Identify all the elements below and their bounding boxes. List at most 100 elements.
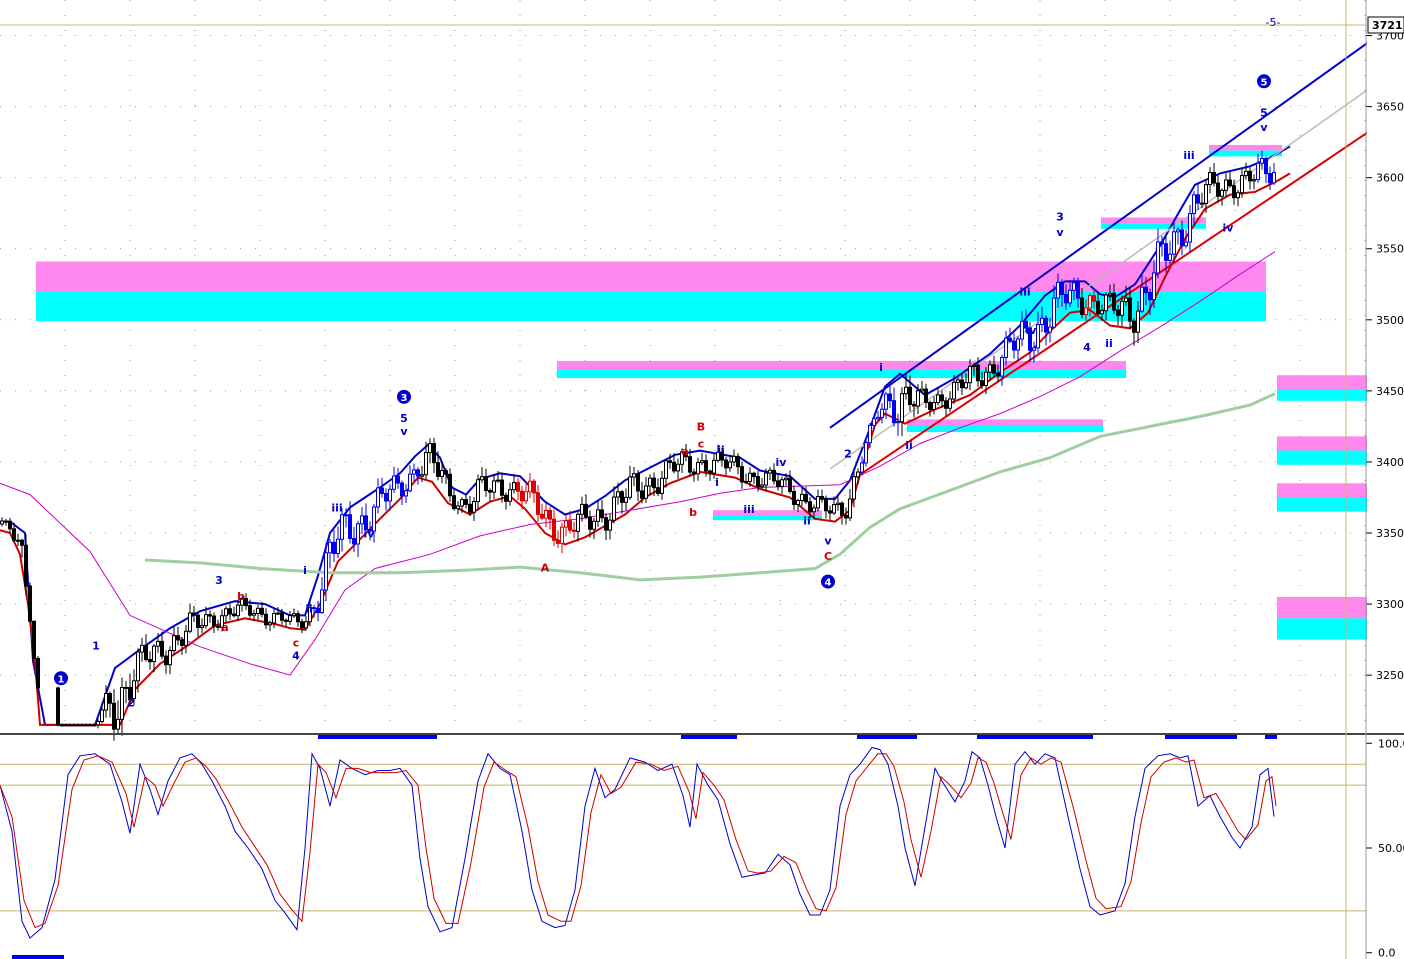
- candle-body: [548, 509, 552, 520]
- candle-body: [1164, 243, 1168, 261]
- candle-body: [1132, 320, 1136, 333]
- candle-body: [456, 505, 460, 510]
- zone-cyan: [713, 515, 822, 521]
- candle-body: [940, 394, 944, 402]
- candle-body: [124, 686, 128, 689]
- candle-body: [628, 476, 632, 498]
- candle-body: [784, 477, 788, 481]
- candle-body: [68, 724, 72, 727]
- candle-body: [1128, 297, 1132, 322]
- candle-body: [1188, 213, 1192, 243]
- candle-body: [1140, 286, 1144, 312]
- candle-body: [304, 621, 308, 629]
- candle-body: [64, 724, 68, 727]
- candle-body: [116, 718, 120, 730]
- wave-label: B: [697, 421, 705, 434]
- candle-body: [308, 607, 312, 623]
- candle-body: [296, 613, 300, 623]
- candle-body: [948, 398, 952, 409]
- candle-body: [588, 516, 592, 530]
- wave-label: iii: [1183, 149, 1194, 162]
- candle-body: [264, 613, 268, 626]
- wave-label: c: [293, 637, 300, 650]
- candle-body: [100, 709, 104, 722]
- candle-body: [184, 630, 188, 646]
- candle-body: [680, 451, 684, 465]
- wave-label: ii: [305, 603, 313, 616]
- candle-body: [1064, 294, 1068, 304]
- wave-label: iv: [1026, 324, 1038, 337]
- candle-body: [328, 541, 332, 554]
- line-long-ma: [144, 392, 1276, 582]
- candle-body: [1032, 347, 1036, 351]
- candle-body: [220, 615, 224, 628]
- candle-body: [472, 501, 476, 513]
- zone-cyan: [1209, 150, 1282, 157]
- candle-body: [732, 455, 736, 463]
- candle-body: [604, 517, 608, 531]
- candle-body: [316, 607, 320, 614]
- candle-body: [536, 492, 540, 515]
- candle-body: [352, 537, 356, 545]
- candle-body: [1184, 241, 1188, 247]
- candle-body: [340, 514, 344, 540]
- wave-label: 1: [92, 640, 100, 653]
- candle-body: [284, 619, 288, 622]
- candle-body: [420, 474, 424, 477]
- candle-body: [608, 519, 612, 531]
- candle-body: [924, 388, 928, 403]
- candle-body: [292, 613, 296, 617]
- candle-body: [796, 500, 800, 505]
- wave-label: C: [824, 550, 832, 563]
- wave-label: 3: [401, 393, 408, 404]
- zone-cyan: [1101, 223, 1206, 229]
- zone-magenta: [1101, 217, 1206, 224]
- wave-label: v: [1260, 121, 1268, 134]
- candle-body: [392, 475, 396, 490]
- candle-body: [448, 473, 452, 497]
- candle-body: [96, 720, 100, 726]
- wave-label: b: [237, 590, 245, 603]
- candle-body: [332, 541, 336, 554]
- candle-body: [1116, 309, 1120, 316]
- candle-body: [1168, 253, 1172, 261]
- candle-body: [532, 480, 536, 494]
- candle-body: [996, 372, 1000, 377]
- candle-body: [1260, 158, 1264, 164]
- candle-body: [156, 640, 160, 647]
- candle-body: [748, 472, 752, 482]
- candle-body: [76, 724, 80, 727]
- candle-body: [564, 520, 568, 528]
- candle-body: [840, 502, 844, 516]
- wave-label: A: [541, 561, 550, 574]
- candle-body: [1216, 182, 1220, 197]
- candle-body: [964, 382, 968, 389]
- candle-body: [988, 364, 992, 373]
- candle-body: [112, 702, 116, 730]
- zone-magenta: [1277, 436, 1367, 451]
- wave-label: c: [698, 438, 705, 451]
- wave-circle: [54, 671, 68, 686]
- candle-body: [432, 443, 436, 464]
- stoch-fast: [0, 746, 1275, 939]
- candle-body: [1012, 340, 1016, 351]
- wave-label: ii: [803, 514, 811, 527]
- candle-body: [268, 622, 272, 626]
- candle-body: [1000, 356, 1004, 377]
- candle-body: [180, 639, 184, 646]
- candle-body: [932, 402, 936, 410]
- candle-body: [500, 479, 504, 496]
- candle-body: [16, 539, 20, 542]
- candle-body: [512, 482, 516, 491]
- zone-magenta: [1277, 596, 1367, 619]
- candle-body: [800, 493, 804, 502]
- candle-body: [580, 503, 584, 515]
- candle-body: [300, 621, 304, 629]
- candle-body: [792, 491, 796, 505]
- candle-body: [664, 460, 668, 479]
- candle-body: [544, 509, 548, 519]
- wave-circle: [397, 389, 411, 404]
- last-price-label: 3721.: [1372, 19, 1404, 32]
- candle-body: [1096, 300, 1100, 315]
- candle-body: [376, 487, 380, 508]
